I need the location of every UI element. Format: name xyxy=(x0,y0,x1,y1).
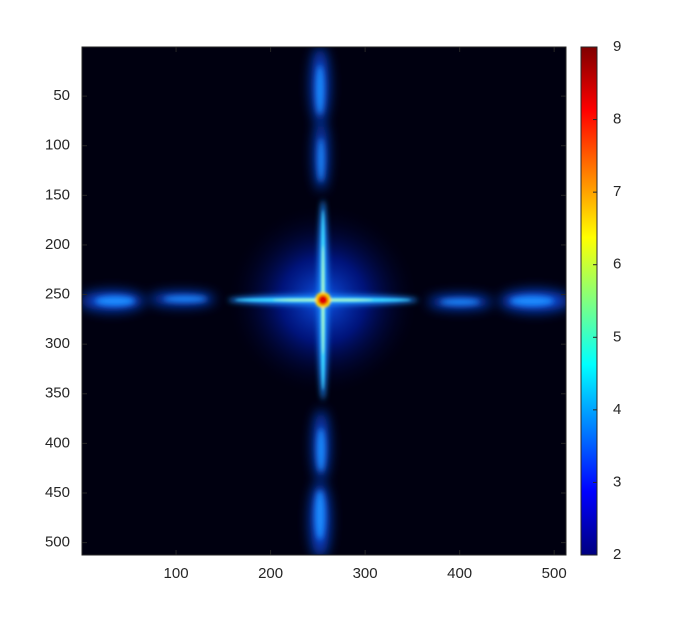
colorbar xyxy=(580,46,598,556)
y-tick-label: 450 xyxy=(45,484,70,501)
colorbar-tick-label: 5 xyxy=(613,328,621,345)
x-tick-label: 400 xyxy=(447,565,472,582)
y-tick-label: 150 xyxy=(45,186,70,203)
colorbar-tick-label: 7 xyxy=(613,183,621,200)
colorbar-tick-label: 6 xyxy=(613,256,621,273)
x-tick-label: 100 xyxy=(164,565,189,582)
y-tick-label: 350 xyxy=(45,385,70,402)
x-tick-label: 300 xyxy=(353,565,378,582)
y-tick-label: 50 xyxy=(53,87,70,104)
y-tick-label: 200 xyxy=(45,236,70,253)
x-tick-label: 500 xyxy=(542,565,567,582)
colorbar-tick-label: 2 xyxy=(613,546,621,563)
colorbar-tick-label: 8 xyxy=(613,111,621,128)
heatmap-image xyxy=(82,47,566,555)
y-tick-label: 300 xyxy=(45,335,70,352)
y-tick-label: 100 xyxy=(45,137,70,154)
y-tick-label: 500 xyxy=(45,534,70,551)
colorbar-tick-label: 9 xyxy=(613,38,621,55)
plot-frame xyxy=(81,46,567,556)
y-tick-label: 250 xyxy=(45,286,70,303)
colorbar-tick-label: 4 xyxy=(613,401,621,418)
x-tick-label: 200 xyxy=(258,565,283,582)
colorbar-tick-label: 3 xyxy=(613,473,621,490)
y-tick-label: 400 xyxy=(45,434,70,451)
